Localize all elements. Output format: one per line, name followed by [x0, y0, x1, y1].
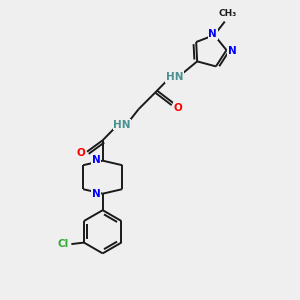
Text: N: N — [92, 189, 100, 199]
Text: N: N — [227, 46, 236, 56]
Text: Cl: Cl — [57, 239, 69, 249]
Text: CH₃: CH₃ — [218, 9, 236, 18]
Text: HN: HN — [166, 72, 183, 82]
Text: HN: HN — [113, 120, 131, 130]
Text: N: N — [208, 29, 217, 40]
Text: O: O — [174, 103, 183, 112]
Text: N: N — [92, 155, 100, 165]
Text: O: O — [76, 148, 85, 158]
